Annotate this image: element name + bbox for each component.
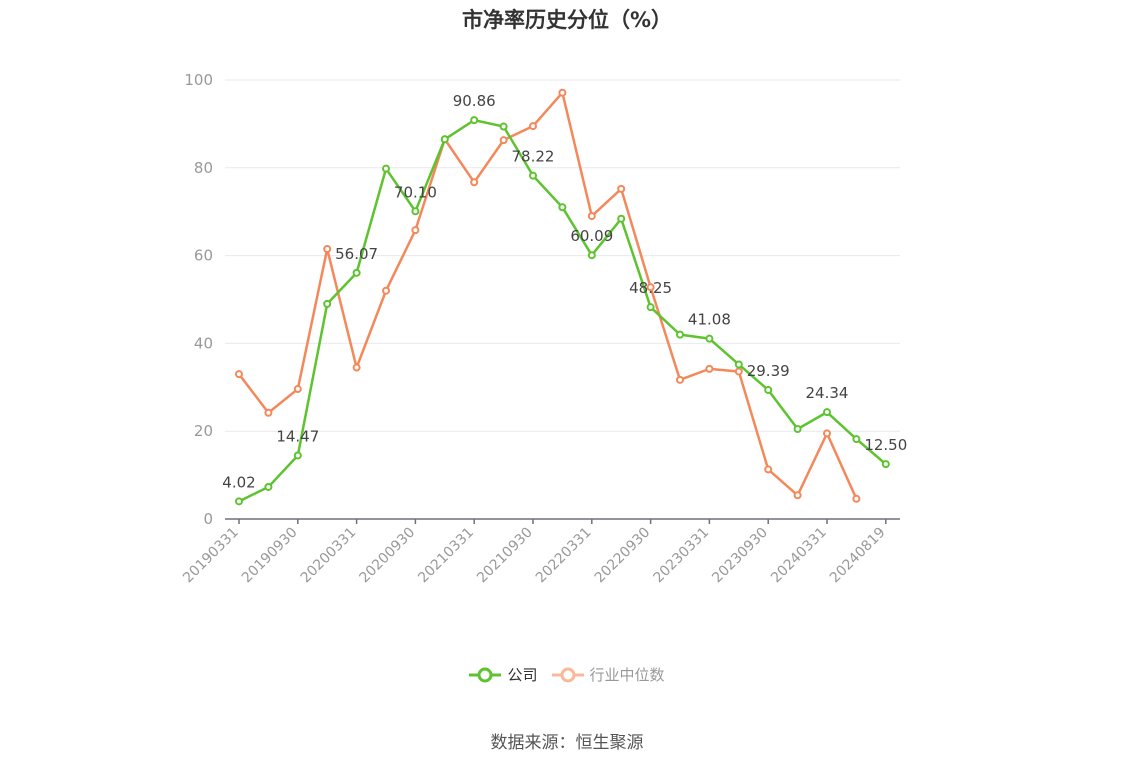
y-tick-label: 20 bbox=[194, 422, 213, 440]
data-point-company bbox=[587, 251, 596, 260]
data-point-industry bbox=[705, 364, 714, 373]
data-label: 56.07 bbox=[335, 245, 378, 263]
data-point-company bbox=[881, 460, 890, 469]
data-point-industry bbox=[499, 136, 508, 145]
data-point-company bbox=[823, 408, 831, 417]
x-tick-label: 20210331 bbox=[415, 525, 477, 587]
x-tick-label: 20190331 bbox=[180, 525, 242, 587]
data-point-company bbox=[382, 164, 390, 173]
data-label: 41.08 bbox=[688, 311, 731, 329]
data-point-company bbox=[793, 425, 802, 434]
x-tick-label: 20240819 bbox=[827, 525, 889, 587]
data-label: 24.34 bbox=[806, 384, 849, 402]
data-point-industry bbox=[676, 375, 684, 384]
series-line-industry bbox=[238, 91, 858, 500]
x-tick-label: 20200331 bbox=[298, 525, 360, 587]
y-tick-label: 0 bbox=[203, 510, 213, 528]
x-tick-label: 20200930 bbox=[357, 525, 419, 587]
data-point-company bbox=[734, 360, 743, 369]
legend-company-label: 公司 bbox=[507, 666, 538, 684]
legend-item-industry[interactable]: 行业中位数 bbox=[551, 664, 665, 685]
data-point-industry bbox=[529, 122, 537, 131]
data-point-company bbox=[617, 214, 626, 223]
data-point-company bbox=[264, 482, 273, 491]
data-point-company bbox=[470, 116, 479, 125]
data-point-industry bbox=[470, 178, 479, 187]
data-point-industry bbox=[411, 226, 420, 235]
y-tick-label: 60 bbox=[194, 247, 213, 265]
data-point-company bbox=[705, 334, 714, 343]
data-point-company bbox=[852, 435, 861, 444]
legend-industry-line-icon bbox=[551, 667, 584, 682]
data-point-company bbox=[558, 203, 567, 212]
data-label: 14.47 bbox=[276, 427, 319, 445]
y-tick-label: 40 bbox=[194, 334, 213, 352]
data-label: 90.86 bbox=[453, 92, 496, 110]
data-label: 4.02 bbox=[222, 473, 255, 491]
data-point-industry bbox=[587, 212, 596, 221]
x-tick-label: 20220331 bbox=[533, 525, 595, 587]
data-point-company bbox=[499, 122, 508, 131]
data-point-industry bbox=[293, 385, 302, 394]
data-label: 60.09 bbox=[570, 227, 613, 245]
data-point-industry bbox=[617, 184, 626, 193]
series-line-company bbox=[238, 118, 887, 503]
data-point-industry bbox=[558, 88, 567, 97]
chart-title: 市净率历史分位（%） bbox=[461, 8, 673, 32]
data-point-industry bbox=[823, 429, 831, 438]
data-point-company bbox=[352, 268, 361, 277]
data-point-industry bbox=[352, 363, 361, 372]
data-point-company bbox=[293, 451, 302, 460]
data-point-industry bbox=[646, 283, 655, 292]
legend: 公司 行业中位数 bbox=[0, 664, 1134, 685]
x-tick-label: 20240331 bbox=[768, 525, 830, 587]
data-source: 数据来源：恒生聚源 bbox=[490, 733, 644, 753]
x-tick-label: 20220930 bbox=[592, 525, 654, 587]
data-point-industry bbox=[764, 465, 773, 474]
legend-item-company[interactable]: 公司 bbox=[469, 664, 538, 685]
x-tick-label: 20190930 bbox=[239, 525, 301, 587]
data-point-company bbox=[440, 135, 449, 144]
data-label: 70.10 bbox=[394, 183, 437, 201]
data-point-industry bbox=[852, 494, 861, 503]
data-point-industry bbox=[235, 370, 243, 379]
data-point-company bbox=[676, 330, 684, 339]
data-label: 78.22 bbox=[512, 148, 555, 166]
data-point-company bbox=[764, 385, 773, 394]
y-tick-label: 100 bbox=[184, 71, 213, 89]
data-point-company bbox=[646, 303, 655, 312]
data-point-industry bbox=[734, 367, 743, 376]
y-tick-label: 80 bbox=[194, 159, 213, 177]
x-tick-label: 20230331 bbox=[651, 525, 713, 587]
data-point-industry bbox=[793, 491, 802, 500]
data-label: 29.39 bbox=[747, 362, 790, 380]
data-point-industry bbox=[264, 408, 273, 417]
legend-company-line-icon bbox=[469, 667, 502, 682]
data-point-company bbox=[235, 497, 243, 506]
data-label: 48.25 bbox=[629, 279, 672, 297]
x-tick-label: 20230930 bbox=[709, 525, 771, 587]
legend-industry-label: 行业中位数 bbox=[589, 666, 665, 684]
data-point-industry bbox=[323, 245, 332, 254]
x-tick-label: 20210930 bbox=[474, 525, 536, 587]
data-point-industry bbox=[382, 286, 390, 295]
data-label: 12.50 bbox=[864, 436, 907, 454]
data-point-company bbox=[411, 207, 420, 216]
data-point-company bbox=[529, 171, 537, 180]
data-point-company bbox=[323, 299, 332, 308]
